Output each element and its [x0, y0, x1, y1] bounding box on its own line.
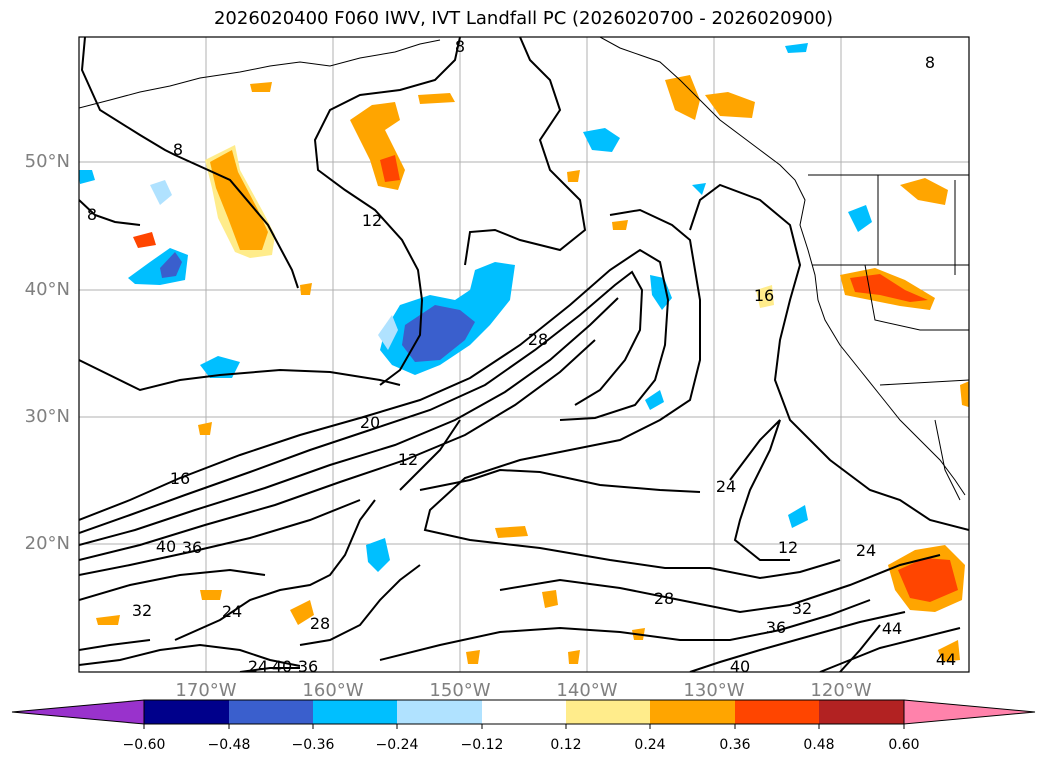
contour-label: 16: [754, 286, 774, 305]
shading-blob: [850, 274, 928, 302]
shading-blob: [150, 180, 172, 205]
contour-label: 16: [170, 469, 190, 488]
contour-label: 8: [455, 37, 465, 56]
contour-label: 8: [87, 205, 97, 224]
shading-blob: [160, 252, 182, 278]
shading-blob: [900, 178, 948, 205]
colorbar-tick-label: 0.12: [550, 737, 582, 753]
shading-blob: [542, 590, 558, 608]
colorbar-tick-label: 0.24: [634, 737, 666, 753]
colorbar-tick-label: 0.48: [803, 737, 835, 753]
gridlines: [79, 37, 969, 672]
shading-blob: [466, 650, 480, 664]
contour-labels: 8 8 8 8 12 12 12 16 16 20 24 24 24 24 28…: [87, 37, 956, 676]
colorbar-tick-label: −0.12: [460, 737, 504, 753]
shading-blob: [650, 275, 672, 310]
colorbar-tick-label: 0.36: [719, 737, 751, 753]
contour-label: 36: [766, 618, 786, 637]
contour-label: 12: [778, 538, 798, 557]
contour-label: 40: [156, 537, 176, 556]
shading-blob: [568, 650, 580, 664]
shading-blob: [495, 526, 528, 538]
lat-tick-label: 50°N: [24, 151, 70, 172]
colorbar-tick-label: −0.48: [207, 737, 251, 753]
shading-blob: [788, 505, 808, 528]
negative-anomaly-shading: [79, 43, 872, 572]
contour-label: 40: [730, 657, 750, 676]
contour-label: 28: [310, 614, 330, 633]
shading-blob: [378, 315, 398, 350]
shading-blob: [290, 600, 314, 625]
shading-blob: [567, 170, 580, 182]
shading-blob: [250, 82, 272, 92]
shading-blob: [960, 381, 969, 408]
chart-title: 2026020400 F060 IWV, IVT Landfall PC (20…: [213, 8, 834, 29]
colorbar-extend-right: [903, 699, 1036, 725]
shading-blob: [665, 75, 700, 120]
coastlines: [79, 37, 969, 501]
lon-tick-label: 120°W: [810, 680, 872, 701]
map-frame: [78, 36, 970, 673]
lon-tick-label: 150°W: [429, 680, 491, 701]
contour-label: 44: [882, 619, 902, 638]
contour-label: 36: [182, 538, 202, 557]
shading-blob: [96, 615, 120, 625]
colorbar-extend-left: [11, 699, 145, 725]
shading-blob: [133, 232, 156, 248]
shading-blob: [418, 93, 455, 104]
shading-blob: [756, 285, 774, 308]
positive-anomaly-shading: [96, 75, 969, 664]
contour-label: 12: [398, 450, 418, 469]
colorbar-tick-label: −0.60: [122, 737, 166, 753]
lon-tick-label: 160°W: [302, 680, 364, 701]
shading-blob: [79, 170, 95, 184]
contour-label: 12: [362, 211, 382, 230]
contour-label: 24: [222, 602, 242, 621]
contour-label: 32: [792, 599, 812, 618]
contour-label: 28: [528, 330, 548, 349]
colorbar: [11, 699, 1036, 729]
lat-tick-label: 20°N: [24, 533, 70, 554]
shading-blob: [692, 183, 706, 195]
lon-tick-label: 170°W: [175, 680, 237, 701]
shading-blob: [705, 92, 755, 118]
shading-blob: [583, 128, 620, 152]
contour-label: 8: [925, 53, 935, 72]
shading-blob: [612, 220, 628, 230]
shading-blob: [785, 43, 808, 53]
lat-tick-label: 40°N: [24, 279, 70, 300]
contour-label: 32: [132, 601, 152, 620]
contour-label: 24: [248, 657, 268, 676]
contour-label: 28: [654, 589, 674, 608]
shading-blob: [645, 390, 664, 410]
lon-tick-label: 140°W: [556, 680, 618, 701]
shading-blob: [200, 356, 240, 378]
contour-label: 44: [936, 650, 956, 669]
contour-label: 24: [856, 541, 876, 560]
shading-blob: [938, 640, 960, 662]
lon-tick-label: 130°W: [683, 680, 745, 701]
shading-blob: [848, 205, 872, 232]
shading-blob: [380, 155, 400, 182]
shading-blob: [198, 422, 212, 435]
contour-label: 24: [716, 477, 736, 496]
contour-lines: [79, 37, 969, 672]
colorbar-tick-label: −0.24: [375, 737, 419, 753]
contour-label: 20: [360, 413, 380, 432]
contour-label: 36: [298, 657, 318, 676]
shading-blob: [898, 558, 958, 602]
colorbar-tick-label: −0.36: [291, 737, 335, 753]
shading-blob: [300, 283, 312, 295]
colorbar-tick-label: 0.60: [888, 737, 920, 753]
contour-label: 40: [272, 657, 292, 676]
shading-blob: [200, 590, 222, 600]
shading-blob: [366, 538, 390, 572]
lat-tick-label: 30°N: [24, 406, 70, 427]
contour-label: 8: [173, 140, 183, 159]
shading-blob: [210, 150, 268, 250]
